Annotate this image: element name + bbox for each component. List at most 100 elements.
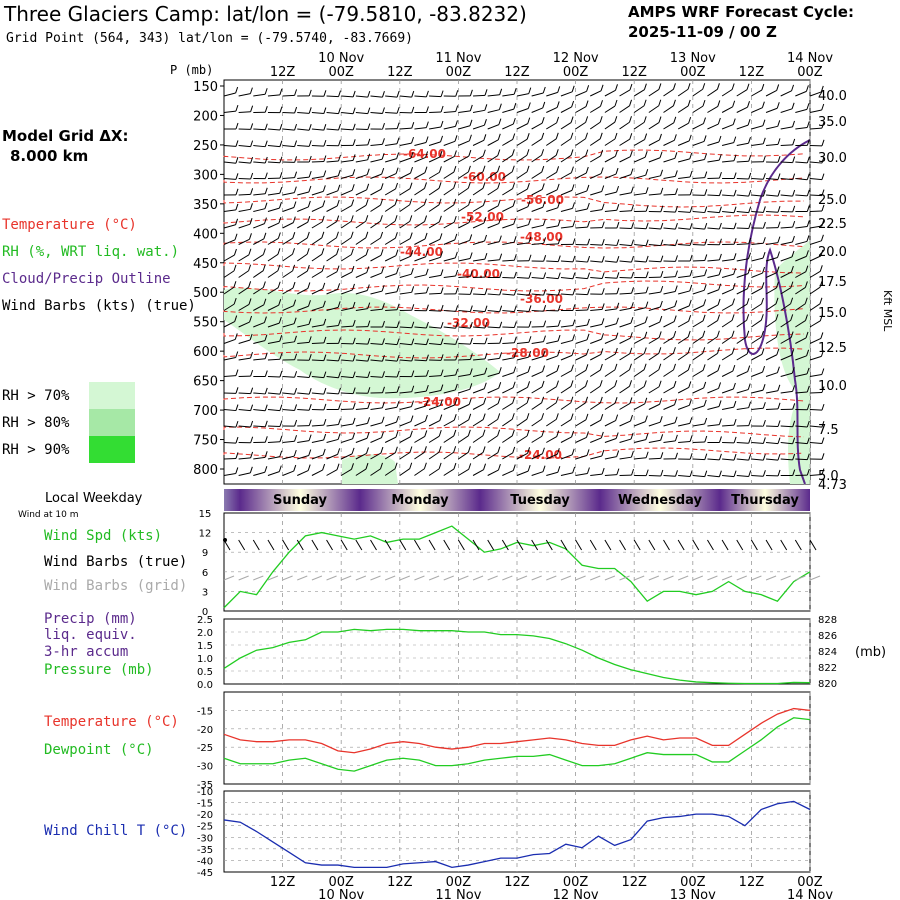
wind-barb-1350 xyxy=(502,357,515,361)
wind-barb-feather-159 xyxy=(791,102,795,109)
wind-barb-feather-1753 xyxy=(453,429,457,437)
wind-barb-feather-1823 xyxy=(366,447,369,454)
wind-barb-feather-617 xyxy=(542,201,546,208)
wind-barb-1466 xyxy=(751,371,763,377)
rh80-label: RH > 80% xyxy=(2,415,70,431)
wind-barb-1282 xyxy=(604,338,617,344)
wind-barb-1720 xyxy=(809,425,822,428)
wind-barb-552 xyxy=(663,193,676,196)
wind-barb-612 xyxy=(502,205,514,212)
wind-barb-226 xyxy=(677,122,689,130)
wind-barb-feather-899 xyxy=(805,250,809,257)
true-barb-26 xyxy=(604,539,612,551)
wind-barb-feather-1751 xyxy=(438,429,442,437)
wind-barb-feather-1169 xyxy=(382,320,385,328)
wind-barb-feather-1769 xyxy=(571,430,575,438)
wind-barb-feather-1073 xyxy=(278,299,282,306)
wind-barb-feather-765 xyxy=(424,232,428,240)
wind-barb-1848 xyxy=(546,453,558,460)
wind-barb-1364 xyxy=(604,353,616,361)
wind-barb-308 xyxy=(677,140,690,146)
wind-barb-feather-1281 xyxy=(600,333,604,340)
wind-barb-584 xyxy=(297,206,309,212)
wind-barb-feather-1425 xyxy=(455,368,459,376)
wind-barb-1564 xyxy=(267,409,280,412)
wind-barb-1424 xyxy=(443,374,456,377)
wind-barb-feather-865 xyxy=(557,255,561,262)
wind-barb-1538 xyxy=(677,387,690,394)
wind-barb-feather-337 xyxy=(294,156,298,163)
wind-barb-1038 xyxy=(619,292,632,295)
wind-barb-feather-1103 xyxy=(499,305,503,312)
wind-barb-feather-1285 xyxy=(629,332,633,339)
wind-barb-474 xyxy=(692,177,705,179)
top-hour-label-2: 12Z xyxy=(387,65,413,80)
wind-barb-720 xyxy=(692,227,705,230)
wind-barb-578 xyxy=(253,208,266,212)
wind-barb-1094 xyxy=(429,310,442,312)
wind-barb-524 xyxy=(458,187,469,196)
wind-barb-feather-1455 xyxy=(673,363,676,371)
wind-barb-feather-1911 xyxy=(409,462,413,469)
wind-barb-422 xyxy=(311,176,324,179)
wind-barb-1584 xyxy=(414,405,427,410)
wind-barb-feather-1629 xyxy=(748,401,752,408)
wind-barb-feather-133 xyxy=(600,100,603,107)
wind-barb-1238 xyxy=(282,341,295,344)
wind-barb-1004 xyxy=(370,290,383,295)
wind-barb-feather-1647 xyxy=(279,420,283,427)
wind-barb-feather-1361 xyxy=(585,348,589,356)
wind-barb-1784 xyxy=(678,440,691,443)
true-barb-37 xyxy=(765,539,773,551)
wind-barb-830 xyxy=(296,253,308,262)
wind-barb-feather-519 xyxy=(424,182,427,189)
wind-barb-1532 xyxy=(633,386,645,394)
wind-barb-feather-97 xyxy=(338,107,341,114)
wind-barb-feather-1177 xyxy=(440,321,444,329)
wind-barb-594 xyxy=(370,204,381,212)
wind-barb-feather-1113 xyxy=(572,304,576,311)
pressure-right-tick-0: 828 xyxy=(818,615,837,626)
wind-barb-1950 xyxy=(692,475,705,478)
wind-barb-feather-1459 xyxy=(702,364,706,371)
wind-barb-310 xyxy=(692,140,705,146)
wind-barb-1104 xyxy=(502,310,515,313)
top-date-label-1: 11 Nov xyxy=(435,51,481,66)
wind-barb-feather-1229 xyxy=(819,314,823,322)
wind-barb-feather-1657 xyxy=(352,417,356,425)
wind-barb-feather-581 xyxy=(278,201,282,209)
wind-barb-1280 xyxy=(590,338,602,344)
wind-barb-feather-455 xyxy=(556,166,560,173)
wind-barb-390 xyxy=(678,158,690,163)
wind-barb-feather-253 xyxy=(279,140,283,147)
wind-barb-feather-817 xyxy=(806,235,810,242)
wind-barb-feather-1847 xyxy=(541,447,545,454)
pressure-line xyxy=(223,628,811,685)
wind-barb-240 xyxy=(780,126,793,130)
wind-barb-feather-1433 xyxy=(513,366,517,373)
wind-barb-124 xyxy=(531,107,543,113)
wind-barb-feather-1141 xyxy=(775,297,779,304)
bottom-hour-label-9: 00Z xyxy=(797,875,823,890)
wind-barb-feather-1287 xyxy=(644,331,648,338)
wind-barb-172 xyxy=(282,128,295,131)
grid-barb-1 xyxy=(238,575,249,581)
wind-barb-feather-1255 xyxy=(411,338,415,345)
wind-barb-760 xyxy=(384,237,396,245)
wind-barb-558 xyxy=(707,194,720,197)
wind-barb-1558 xyxy=(223,409,236,412)
wind-barb-feather-1191 xyxy=(543,320,547,327)
wind-barb-550 xyxy=(648,193,661,196)
wind-barb-1042 xyxy=(648,291,661,295)
true-barb-19 xyxy=(501,539,509,551)
wind-barb-feather-525 xyxy=(467,182,471,189)
wind-barb-98 xyxy=(341,112,354,115)
wind-barb-1230 xyxy=(223,338,236,344)
wind-barb-feather-1685 xyxy=(555,413,559,420)
wind-barb-feather-1453 xyxy=(658,363,662,370)
grid-barb-20 xyxy=(516,575,528,581)
wind-barb-454 xyxy=(546,171,557,179)
wind-barb-feather-305 xyxy=(658,133,662,141)
wind-barb-1086 xyxy=(370,308,383,311)
wind-barb-1074 xyxy=(282,305,294,311)
